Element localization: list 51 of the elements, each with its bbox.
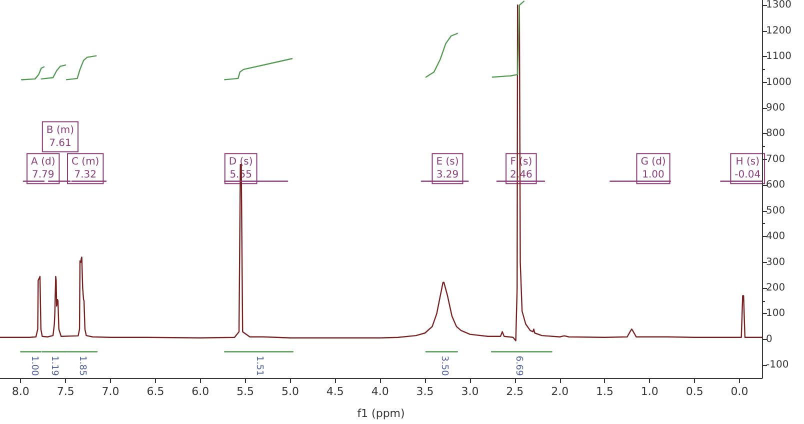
y-tick-label: 0 <box>766 334 772 345</box>
annotation: 1.19 <box>48 356 59 376</box>
y-tick-label: 1100 <box>766 51 792 62</box>
y-tick-label: 100 <box>766 308 786 320</box>
y-tick-label: 1200 <box>766 25 792 36</box>
annotation: G (d) 1.00 <box>640 156 666 181</box>
y-tick-label: 1300 <box>766 0 792 11</box>
x-tick-label: 1.5 <box>596 385 614 398</box>
x-axis-title: f1 (ppm) <box>357 407 405 420</box>
annotation: B (m) 7.61 <box>46 124 74 149</box>
y-tick-label: 400 <box>766 231 786 242</box>
y-tick-label: 700 <box>766 154 786 165</box>
y-tick-label: 1000 <box>766 76 792 88</box>
x-tick-label: 7.5 <box>56 385 74 398</box>
annotation: 6.69 <box>513 356 524 376</box>
line-series <box>425 32 458 78</box>
x-tick-label: 7.0 <box>102 385 120 398</box>
x-tick-label: 2.5 <box>506 385 524 398</box>
y-tick-label: 500 <box>766 205 786 216</box>
line-series <box>40 64 66 80</box>
x-tick-label: 3.0 <box>461 385 479 398</box>
annotation: 1.51 <box>254 356 264 376</box>
x-tick-label: 5.0 <box>281 385 299 398</box>
x-tick-label: 4.0 <box>371 385 389 398</box>
x-tick-label: 0.5 <box>686 385 704 398</box>
x-tick-label: 4.5 <box>326 385 344 398</box>
annotation: A (d) 7.79 <box>31 156 56 181</box>
annotation: 1.00 <box>29 356 40 376</box>
y-tick-label: 900 <box>766 102 786 114</box>
x-tick-label: 6.0 <box>192 385 210 398</box>
annotation: 1.85 <box>76 356 87 376</box>
line-series <box>66 55 97 80</box>
x-tick-label: 5.5 <box>236 385 254 398</box>
y-tick-label: 800 <box>766 128 786 140</box>
line-series <box>224 58 293 80</box>
line-series <box>20 66 45 80</box>
x-tick-label: 3.5 <box>416 385 434 398</box>
annotation: 3.50 <box>438 356 449 376</box>
x-tick-label: 2.0 <box>551 385 569 398</box>
annotation: H (s) -0.04 <box>734 156 761 181</box>
y-tick-label: 300 <box>766 256 786 268</box>
y-tick-label: 200 <box>766 282 786 294</box>
line-series <box>492 0 524 78</box>
y-tick-label: -100 <box>766 360 789 371</box>
x-tick-label: 6.5 <box>146 385 164 398</box>
x-tick-label: 8.0 <box>12 385 30 398</box>
y-tick-label: 600 <box>766 180 786 191</box>
x-tick-label: 1.0 <box>640 385 658 398</box>
annotation: E (s) 3.29 <box>436 156 459 181</box>
annotation: C (m) 7.32 <box>72 156 100 181</box>
x-tick-label: 0.0 <box>730 385 748 398</box>
